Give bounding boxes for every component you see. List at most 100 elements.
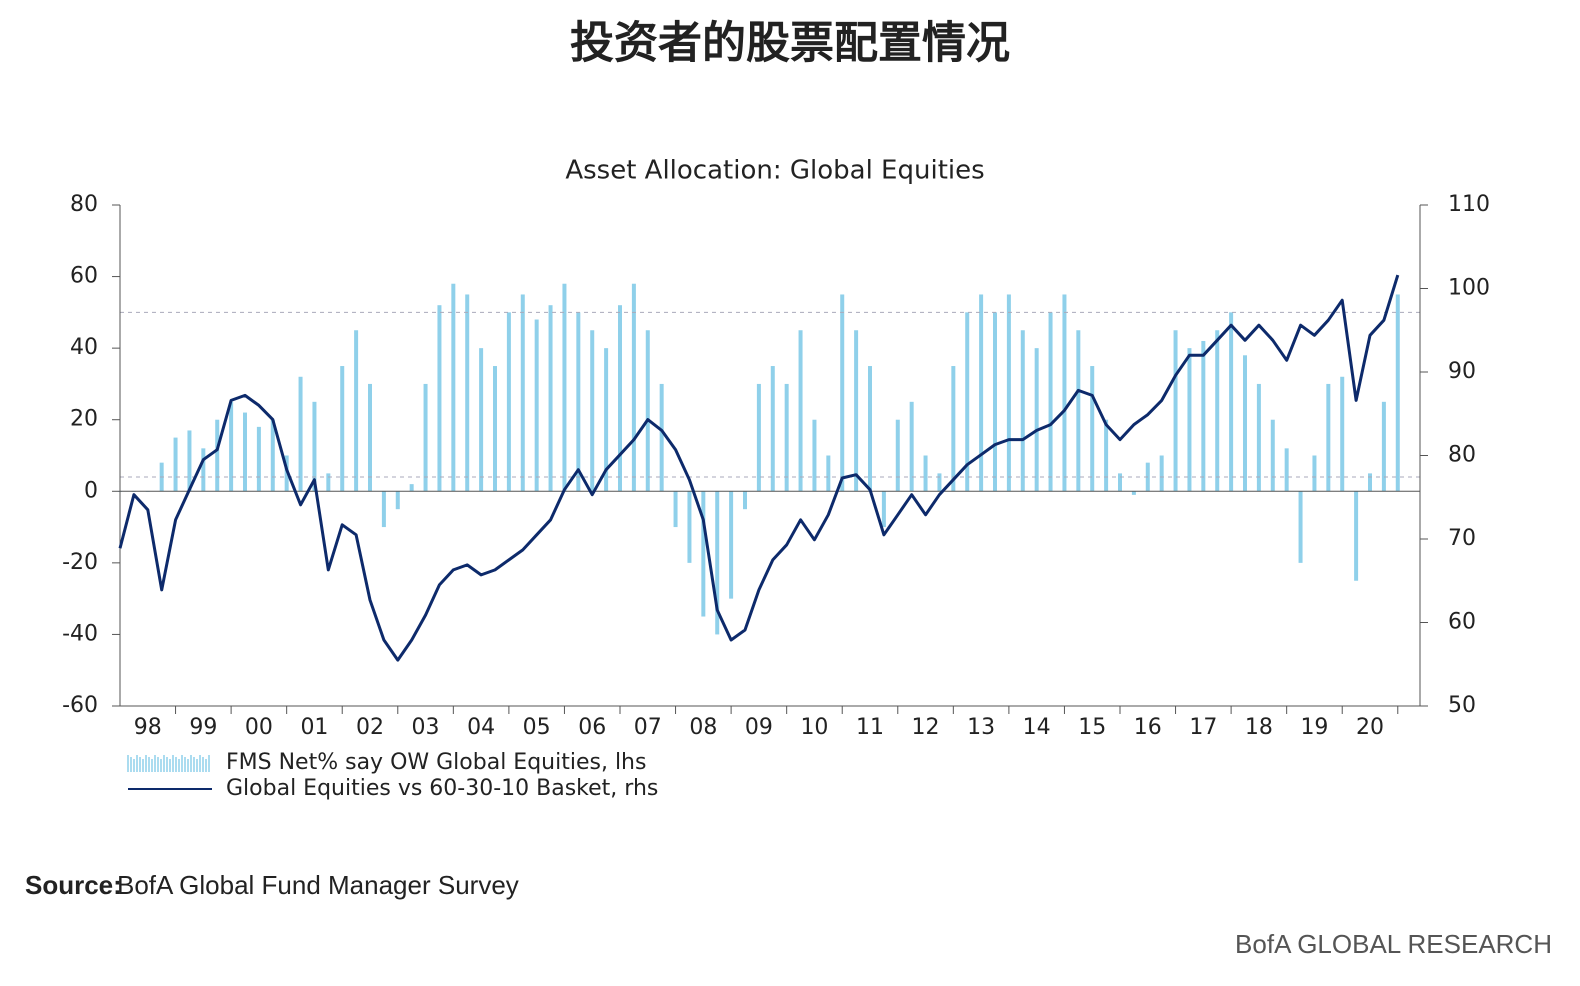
bar: [562, 283, 567, 492]
page-title: 投资者的股票配置情况: [570, 18, 1010, 69]
y2-tick-label: 70: [1448, 526, 1476, 551]
bar: [659, 383, 664, 492]
bar: [298, 376, 303, 492]
x-tick-label: 99: [189, 715, 217, 740]
x-tick-label: 14: [1023, 715, 1051, 740]
x-tick-label: 02: [356, 715, 384, 740]
bar: [951, 366, 956, 492]
bar: [937, 473, 942, 492]
x-tick-label: 10: [800, 715, 828, 740]
bar: [409, 484, 414, 492]
bar: [1090, 366, 1095, 492]
x-tick-label: 13: [967, 715, 995, 740]
y2-tick-label: 100: [1448, 276, 1490, 301]
x-tick-label: 11: [856, 715, 884, 740]
x-tick-label: 04: [467, 715, 495, 740]
bar: [715, 491, 720, 635]
bar: [368, 383, 372, 492]
x-tick-label: 15: [1078, 715, 1106, 740]
bar: [479, 348, 484, 492]
bar: [1048, 312, 1053, 492]
bar: [673, 491, 678, 528]
x-tick-label: 03: [412, 715, 440, 740]
x-tick-label: 98: [134, 715, 162, 740]
bar: [1034, 348, 1039, 492]
bar: [701, 491, 706, 617]
x-tick-label: 09: [745, 715, 773, 740]
bar: [340, 366, 345, 492]
bar: [909, 401, 914, 492]
bar: [243, 412, 247, 492]
x-tick-label: 06: [578, 715, 606, 740]
legend-label: FMS Net% say OW Global Equities, lhs: [226, 750, 646, 775]
x-tick-label: 01: [300, 715, 328, 740]
bar: [1256, 383, 1261, 492]
bar: [854, 330, 859, 492]
bar: [270, 419, 275, 492]
bar: [423, 383, 428, 492]
y2-tick-label: 110: [1448, 192, 1490, 217]
bar: [798, 330, 803, 492]
x-tick-label: 08: [689, 715, 717, 740]
bar: [1340, 376, 1345, 492]
bar: [1076, 330, 1081, 492]
chart-title: Asset Allocation: Global Equities: [565, 156, 984, 186]
bar: [993, 312, 997, 492]
bar: [840, 294, 845, 492]
bar: [965, 312, 970, 492]
bar: [256, 426, 261, 492]
bar: [1395, 294, 1400, 492]
bar: [881, 491, 886, 528]
bar: [493, 366, 497, 492]
y-tick-label: -40: [62, 621, 98, 646]
bar: [1062, 294, 1067, 492]
bar: [1215, 330, 1220, 492]
y2-tick-label: 90: [1448, 359, 1476, 384]
bar: [506, 312, 511, 492]
bar: [1354, 491, 1359, 581]
bar: [1006, 294, 1011, 492]
bar: [229, 401, 234, 492]
bar: [395, 491, 400, 510]
bar: [1243, 355, 1247, 492]
bar: [520, 294, 525, 492]
bar: [826, 455, 831, 492]
bar: [1201, 340, 1206, 492]
source-label: Source:: [25, 870, 122, 900]
y-tick-label: 80: [70, 192, 98, 217]
bar: [1312, 455, 1317, 492]
bar: [201, 448, 206, 492]
bar: [1229, 312, 1234, 492]
bar: [354, 330, 359, 492]
bar: [784, 383, 789, 492]
bar: [451, 283, 456, 492]
bar: [812, 419, 817, 492]
bar: [1159, 455, 1164, 492]
bar: [1187, 348, 1192, 492]
x-tick-label: 00: [245, 715, 273, 740]
bar: [1104, 419, 1109, 492]
y2-tick-label: 50: [1448, 693, 1476, 718]
bar: [1020, 330, 1025, 492]
y-tick-label: 0: [84, 478, 98, 503]
bar: [868, 366, 872, 492]
bar: [1368, 473, 1372, 492]
bar: [548, 305, 553, 492]
y-tick-label: -60: [62, 693, 98, 718]
bar: [743, 491, 747, 510]
line: [118, 274, 1400, 662]
y2-tick-label: 80: [1448, 443, 1476, 468]
x-tick-label: 05: [523, 715, 551, 740]
bar: [534, 319, 539, 492]
bar: [729, 491, 734, 599]
x-tick-label: 16: [1134, 715, 1162, 740]
bar: [1381, 401, 1386, 492]
bar: [326, 473, 331, 492]
y-tick-label: 20: [70, 407, 98, 432]
y-tick-label: -20: [62, 550, 98, 575]
x-tick-label: 18: [1245, 715, 1273, 740]
bar: [187, 430, 192, 492]
x-tick-label: 17: [1189, 715, 1217, 740]
bar: [1284, 448, 1289, 492]
